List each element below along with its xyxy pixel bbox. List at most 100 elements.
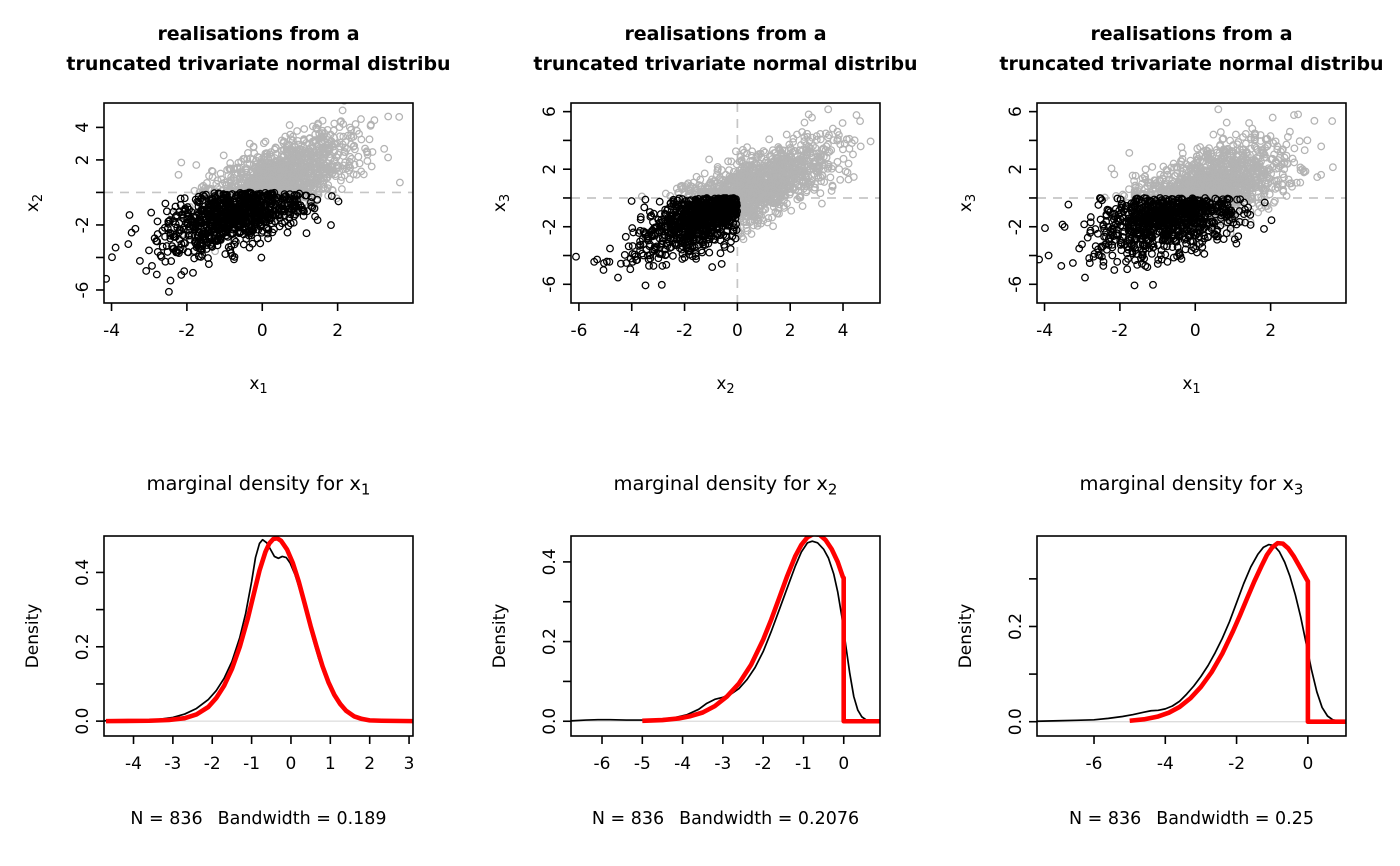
x-axis-tick-label: -4 <box>1157 754 1174 774</box>
y-axis-tick-label: -6 <box>540 276 560 293</box>
plot-region <box>103 103 413 296</box>
plot-region <box>103 536 413 724</box>
points-rejected <box>167 103 404 256</box>
y-axis-title: x3 <box>956 194 979 212</box>
plot-box <box>1036 102 1348 304</box>
y-axis-tick-label: 2 <box>540 164 560 175</box>
x-axis-tick-label: 4 <box>837 321 848 341</box>
density-title: marginal density for x1 <box>147 472 371 498</box>
density-title: marginal density for x3 <box>1080 472 1304 498</box>
x-axis-tick-label: -2 <box>676 321 693 341</box>
points-accepted <box>1037 194 1276 290</box>
density-x2-svg: marginal density for x2 -6 -5 -4 -3 -2 -1 0 0.0 0… <box>490 472 881 829</box>
scatter-title-line2: truncated trivariate normal distribu <box>533 53 917 75</box>
y-axis-tick-label: -6 <box>73 282 93 299</box>
x-axis-tick-label: -2 <box>1112 321 1129 341</box>
x-axis-tick-label: -6 <box>570 321 587 341</box>
x-axis-tick-label: 0 <box>257 321 268 341</box>
density-subtitle: N = 836 Bandwidth = 0.2076 <box>592 809 859 829</box>
y-axis-tick-label: 0.0 <box>1006 708 1026 735</box>
plot-region <box>1037 540 1347 725</box>
scatter-x3-vs-x2-svg: realisations from a truncated trivariate … <box>490 23 918 397</box>
y-axis-tick-label: 6 <box>1006 106 1026 117</box>
density-title: marginal density for x2 <box>613 472 837 498</box>
panel-scatter-x3-vs-x2: realisations from a truncated trivariate … <box>467 0 934 433</box>
x-axis-tick-label: 0 <box>1303 754 1314 774</box>
plot-box <box>1036 535 1348 737</box>
scatter-title-line2: truncated trivariate normal distribu <box>1000 53 1384 75</box>
x-axis-tick-label: 3 <box>404 754 415 774</box>
x-axis-tick-label: 0 <box>1190 321 1201 341</box>
density-x3-svg: marginal density for x3 -6 -4 -2 0 0.0 0.2 Dens… <box>956 472 1348 829</box>
y-axis-title: Density <box>490 604 510 669</box>
kde-curve <box>570 540 880 723</box>
x-axis-tick-label: 2 <box>1266 321 1277 341</box>
plot-box <box>569 535 881 737</box>
x-axis-tick-label: -4 <box>125 754 142 774</box>
y-axis-tick-label: 0.2 <box>540 628 560 655</box>
y-axis-tick-label: -6 <box>1006 276 1026 293</box>
y-axis-title: Density <box>23 604 43 669</box>
density-x1-svg: marginal density for x1 -4 -3 -2 -1 0 1 2 3 0.0 0.… <box>23 472 415 829</box>
x-axis-tick-label: -2 <box>204 754 221 774</box>
x-axis-tick-label: -4 <box>1036 321 1053 341</box>
theoretical-density-curve <box>641 536 880 724</box>
scatter-title-line1: realisations from a <box>624 23 826 45</box>
x-axis-tick-label: -6 <box>593 754 610 774</box>
plot-region <box>570 536 880 724</box>
density-subtitle: N = 836 Bandwidth = 0.189 <box>130 809 386 829</box>
x-axis-tick-label: -3 <box>714 754 731 774</box>
y-axis-tick-label: 0.0 <box>73 708 93 735</box>
plot-box <box>569 102 881 304</box>
y-axis-title: x2 <box>23 194 46 212</box>
x-axis-title: x1 <box>249 374 267 397</box>
plot-region <box>570 103 880 303</box>
x-axis-title: x2 <box>716 374 734 397</box>
y-axis-tick-label: 0.2 <box>73 633 93 660</box>
x-axis-tick-label: -6 <box>1086 754 1103 774</box>
theoretical-density-curve <box>105 536 413 724</box>
x-axis-tick-label: 1 <box>325 754 336 774</box>
x-axis-tick-label: -2 <box>1228 754 1245 774</box>
panel-density-x2: marginal density for x2 -6 -5 -4 -3 -2 -1 0 0.0 0… <box>467 433 934 866</box>
x-axis-tick-label: 2 <box>332 321 343 341</box>
y-axis-tick-label: 0.0 <box>540 708 560 735</box>
y-axis-tick-label: 4 <box>73 122 93 133</box>
scatter-title-line1: realisations from a <box>1091 23 1293 45</box>
x-axis-tick-label: -3 <box>164 754 181 774</box>
panel-density-x3: marginal density for x3 -6 -4 -2 0 0.0 0.2 Dens… <box>933 433 1400 866</box>
x-axis-title: x1 <box>1183 374 1201 397</box>
x-axis-tick-label: 2 <box>364 754 375 774</box>
density-subtitle: N = 836 Bandwidth = 0.25 <box>1069 809 1314 829</box>
y-axis-tick-label: -2 <box>73 216 93 233</box>
x-axis-tick-label: -2 <box>178 321 195 341</box>
theoretical-density-curve <box>1129 540 1347 725</box>
y-axis-tick-label: 0.4 <box>540 548 560 575</box>
y-axis-tick-label: 2 <box>73 155 93 166</box>
y-axis-tick-label: -2 <box>1006 218 1026 235</box>
x-axis-tick-label: -5 <box>633 754 650 774</box>
x-axis-tick-label: 2 <box>784 321 795 341</box>
panel-scatter-x2-vs-x1: realisations from a truncated trivariate … <box>0 0 467 433</box>
scatter-x2-vs-x1-svg: realisations from a truncated trivariate … <box>23 23 451 397</box>
x-axis-tick-label: 0 <box>838 754 849 774</box>
y-axis-title: Density <box>956 604 976 669</box>
y-axis-tick-label: -2 <box>540 218 560 235</box>
plot-region <box>1037 105 1347 290</box>
x-axis-tick-label: 0 <box>732 321 743 341</box>
x-axis-tick-label: -4 <box>103 321 120 341</box>
panel-density-x1: marginal density for x1 -4 -3 -2 -1 0 1 2 3 0.0 0.… <box>0 433 467 866</box>
y-axis-tick-label: 0.4 <box>73 559 93 586</box>
panel-scatter-x3-vs-x1: realisations from a truncated trivariate … <box>933 0 1400 433</box>
y-axis-tick-label: 2 <box>1006 164 1026 175</box>
plot-box <box>103 102 414 304</box>
x-axis-tick-label: -1 <box>795 754 812 774</box>
x-axis-tick-label: -4 <box>674 754 691 774</box>
y-axis-tick-label: 0.2 <box>1006 613 1026 640</box>
scatter-title-line1: realisations from a <box>157 23 359 45</box>
y-axis-title: x3 <box>490 194 513 212</box>
plot-box <box>103 535 414 737</box>
y-axis-tick-label: 6 <box>540 106 560 117</box>
x-axis-tick-label: -4 <box>623 321 640 341</box>
